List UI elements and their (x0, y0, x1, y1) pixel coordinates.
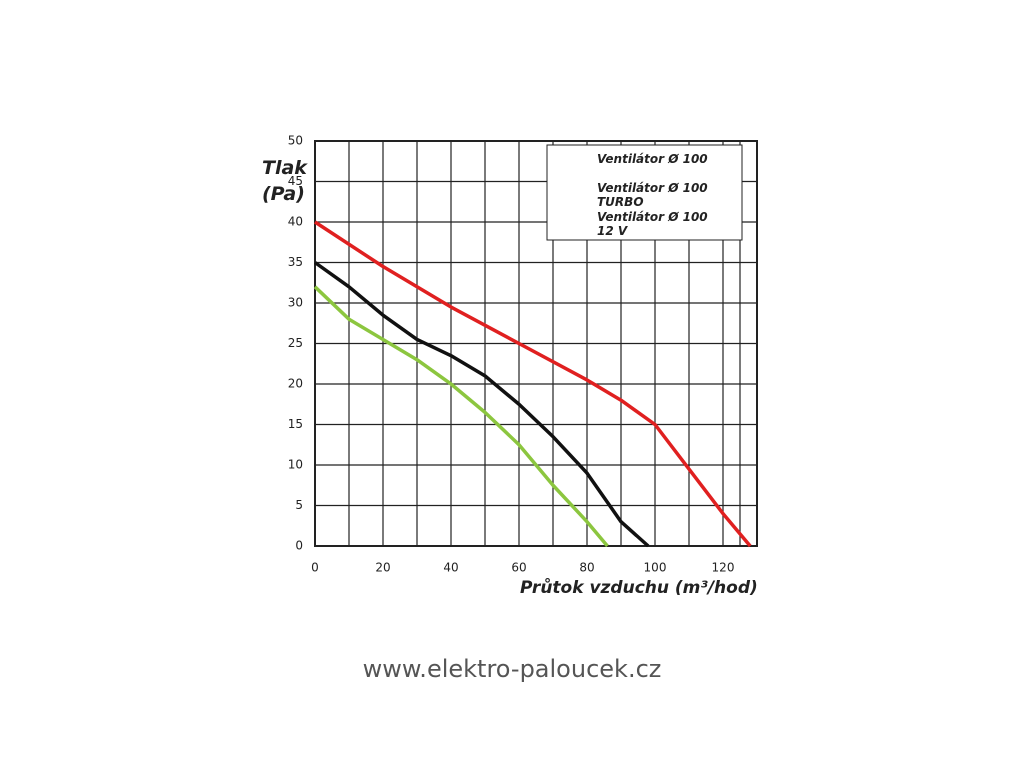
x-tick-label: 100 (644, 561, 667, 575)
y-tick-label: 0 (295, 539, 303, 553)
x-axis-label: Průtok vzduchu (m³/hod) (520, 578, 758, 598)
y-tick-label: 45 (288, 174, 303, 188)
y-tick-label: 50 (288, 134, 303, 148)
series-line (313, 285, 609, 548)
y-tick-label: 30 (288, 296, 303, 310)
y-axis-label: Tlak (Pa) (262, 157, 307, 205)
x-tick-label: 40 (443, 561, 458, 575)
y-tick-label: 10 (288, 458, 303, 472)
y-tick-label: 20 (288, 377, 303, 391)
plot-frame (314, 140, 758, 547)
x-tick-label: 0 (311, 561, 319, 575)
y-tick-label: 25 (288, 336, 303, 350)
legend-label: Ventilátor Ø 100 12 V (597, 210, 708, 238)
y-tick-label: 5 (295, 498, 303, 512)
x-tick-label: 80 (579, 561, 594, 575)
series-line (314, 220, 752, 548)
legend-label: Ventilátor Ø 100 TURBO (597, 181, 708, 209)
x-tick-label: 20 (375, 561, 390, 575)
y-tick-label: 15 (288, 417, 303, 431)
legend-label: Ventilátor Ø 100 (597, 152, 708, 166)
x-tick-label: 60 (511, 561, 526, 575)
y-tick-label: 40 (288, 215, 303, 229)
y-tick-label: 35 (288, 255, 303, 269)
legend-box (546, 144, 743, 241)
source: www.elektro-paloucek.cz (362, 655, 662, 683)
series-line (313, 261, 650, 548)
x-tick-label: 120 (712, 561, 735, 575)
